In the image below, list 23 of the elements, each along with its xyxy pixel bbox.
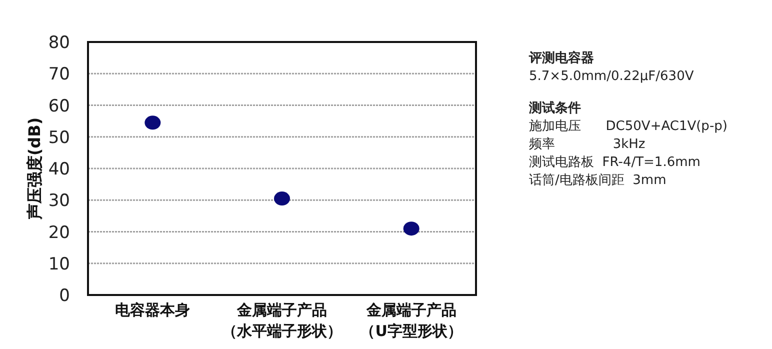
y-axis-title: 声压强度(dB) — [25, 117, 44, 221]
x-tick-label: 电容器本身 — [115, 301, 190, 319]
y-tick-label: 60 — [48, 96, 70, 116]
text: 话筒/电路板间距 3mm — [529, 173, 666, 188]
point — [144, 116, 161, 130]
x-tick-label: 金属端子产品（U字型形状） — [360, 301, 462, 340]
y-tick-label: 20 — [48, 222, 70, 243]
y-tick-label: 10 — [48, 254, 70, 274]
y-tick-label: 40 — [48, 160, 70, 180]
point — [403, 222, 420, 236]
y-tick-label: 30 — [48, 191, 70, 212]
x-tick-label: 金属端子产品（水平端子形状） — [222, 301, 342, 340]
text: 评测电容器 — [528, 50, 594, 66]
text: 5.7×5.0mm/0.22μF/630V — [529, 69, 694, 84]
y-tick-label: 0 — [59, 286, 70, 306]
text: 施加电压 DC50V+AC1V(p-p) — [529, 119, 728, 134]
y-tick-label: 50 — [48, 128, 70, 148]
point — [274, 192, 290, 206]
text: 频率 3kHz — [529, 136, 646, 152]
y-tick-label: 80 — [48, 33, 70, 53]
text: 测试条件 — [528, 100, 581, 116]
text: 测试电路板 FR-4/T=1.6mm — [529, 155, 700, 170]
y-tick-label: 70 — [48, 64, 70, 85]
